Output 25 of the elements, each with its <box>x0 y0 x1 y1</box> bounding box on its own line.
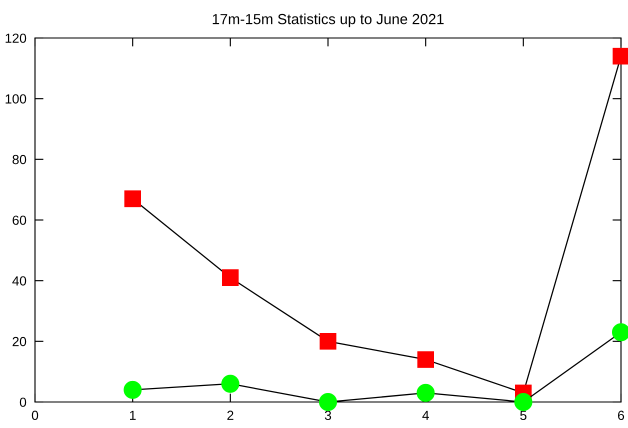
x-tick-label: 0 <box>32 410 38 420</box>
x-tick-label: 5 <box>520 410 526 420</box>
point <box>222 269 239 286</box>
x-tick-label: 6 <box>618 410 624 420</box>
point <box>221 374 240 393</box>
y-tick-label: 20 <box>12 336 26 346</box>
y-tick-label: 40 <box>12 276 26 286</box>
point <box>612 48 628 65</box>
x-tick-label: 3 <box>324 410 332 420</box>
y-tick-label: 80 <box>12 154 26 164</box>
y-tick-label: 60 <box>12 216 26 225</box>
x-tick-label: 1 <box>130 410 136 420</box>
point <box>124 190 141 208</box>
y-tick-label: 100 <box>6 94 26 104</box>
point <box>318 392 338 412</box>
point <box>514 392 532 412</box>
point <box>320 333 336 350</box>
y-tick-label: 0 <box>20 398 26 407</box>
x-tick-label: 2 <box>227 410 234 420</box>
point <box>416 384 435 402</box>
x-tick-label: 4 <box>422 410 429 420</box>
chart-title: 17m-15m Statistics up to June 2021 <box>212 14 444 28</box>
point <box>124 380 142 399</box>
point <box>417 351 434 368</box>
y-tick-label: 120 <box>6 34 26 43</box>
